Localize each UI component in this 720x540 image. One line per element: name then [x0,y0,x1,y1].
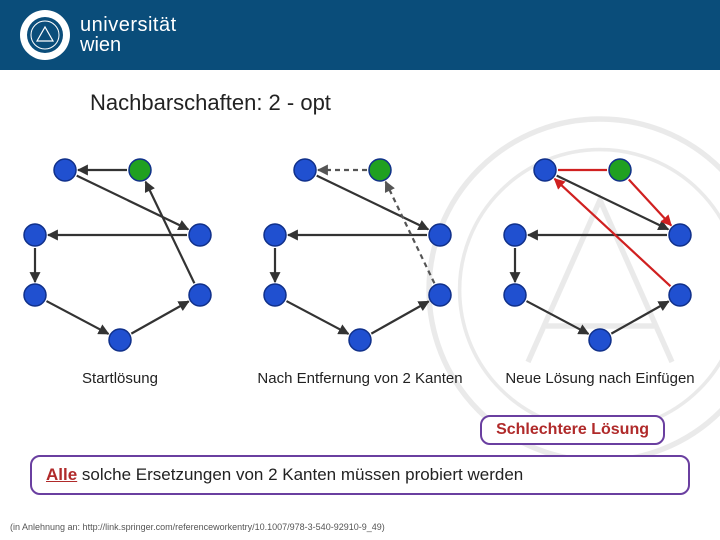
logo-text: universität wien [80,15,177,55]
footer-note: Alle solche Ersetzungen von 2 Kanten müs… [30,455,690,495]
caption-0: Startlösung [0,370,240,387]
slide-title: Nachbarschaften: 2 - opt [90,90,331,116]
caption-row: Startlösung Nach Entfernung von 2 Kanten… [0,370,720,387]
footer-emphasis: Alle [46,465,77,484]
diagram-panel-0 [0,130,240,360]
caption-1: Nach Entfernung von 2 Kanten [240,370,480,387]
diagram-panel-1 [240,130,480,360]
header-bar: universität wien [0,0,720,70]
university-seal-icon [20,10,70,60]
caption-2: Neue Lösung nach Einfügen [480,370,720,387]
footer-rest: solche Ersetzungen von 2 Kanten müssen p… [77,465,523,484]
logo-line2: wien [80,35,177,55]
logo: universität wien [20,10,177,60]
logo-line1: universität [80,15,177,35]
diagram-row [0,130,720,360]
citation-text: (in Anlehnung an: http://link.springer.c… [10,522,385,532]
diagram-panel-2 [480,130,720,360]
result-badge: Schlechtere Lösung [480,415,665,445]
